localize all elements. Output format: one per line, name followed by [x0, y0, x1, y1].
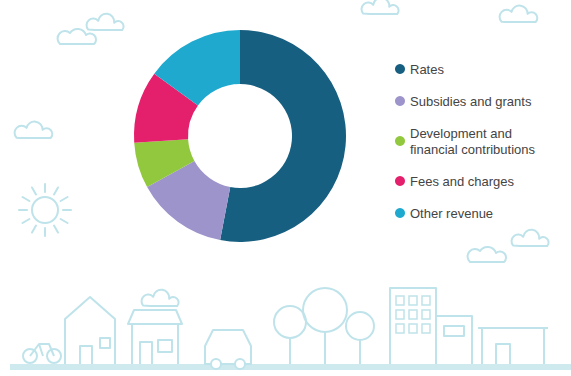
svg-text:Rates: Rates [410, 62, 444, 77]
svg-text:Development and: Development and [410, 126, 512, 141]
svg-text:Fees and charges: Fees and charges [410, 174, 515, 189]
svg-text:Subsidies and grants: Subsidies and grants [410, 94, 532, 109]
svg-text:Other revenue: Other revenue [410, 206, 493, 221]
svg-text:financial contributions: financial contributions [410, 142, 536, 157]
